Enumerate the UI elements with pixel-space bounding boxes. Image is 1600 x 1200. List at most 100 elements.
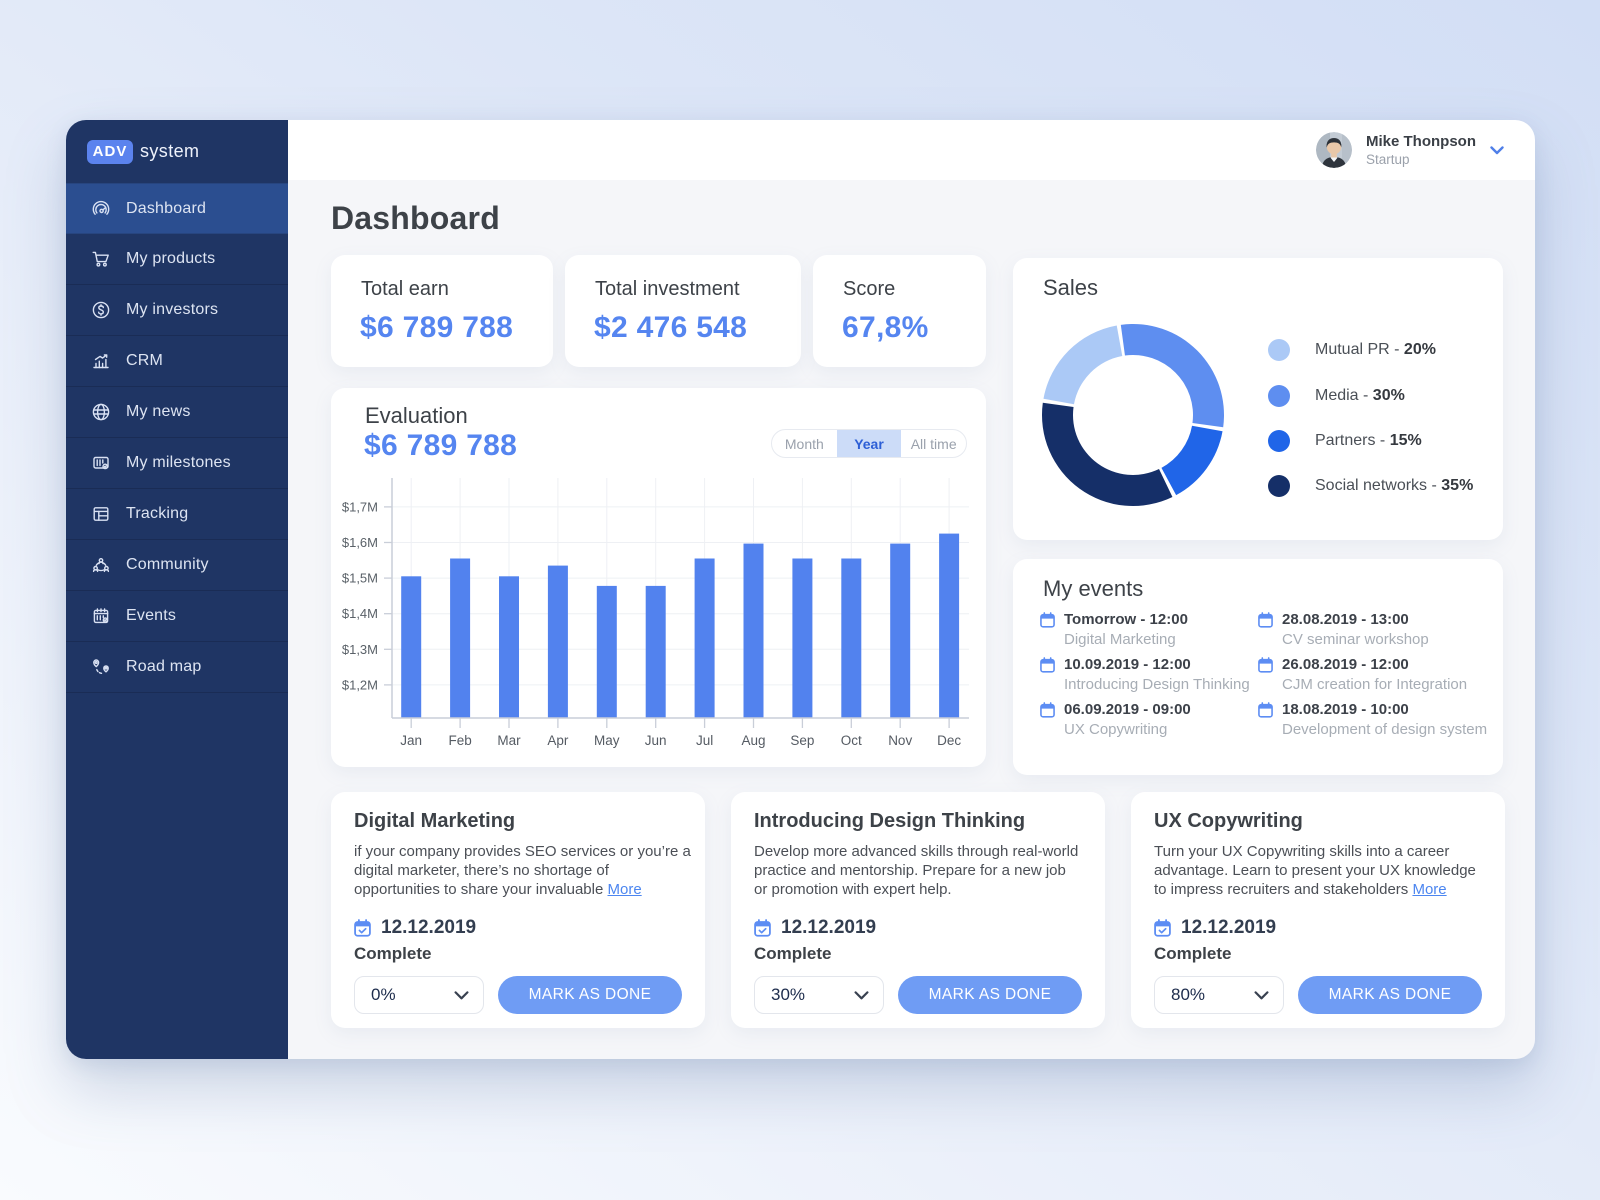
calendar-icon (1258, 702, 1273, 718)
task-card-introducing-design-thinking: Introducing Design Thinking Develop more… (731, 792, 1105, 1028)
legend-dot-icon (1268, 475, 1290, 497)
topbar: Mike Thonpson Startup (288, 120, 1535, 180)
progress-select[interactable]: 30% (754, 976, 884, 1014)
task-description: Turn your UX Copywriting skills into a c… (1154, 843, 1476, 898)
page-title: Dashboard (331, 200, 500, 236)
content: Dashboard Total earn $6 789 788 Total in… (288, 180, 1535, 1059)
user-role: Startup (1366, 152, 1410, 167)
svg-text:Dec: Dec (937, 733, 961, 748)
sidebar-item-crm[interactable]: CRM (66, 336, 288, 387)
user-meta: Mike Thonpson Startup (1366, 132, 1476, 168)
mark-as-done-button[interactable]: MARK AS DONE (498, 976, 682, 1014)
event-datetime: 06.09.2019 - 09:00 (1064, 701, 1191, 718)
legend-label: Mutual PR - 20% (1315, 341, 1436, 358)
svg-text:$1,2M: $1,2M (342, 677, 378, 692)
chevron-down-icon (454, 990, 469, 1000)
event-datetime: 28.08.2019 - 13:00 (1282, 611, 1409, 628)
task-description: if your company provides SEO services or… (354, 843, 691, 898)
event-title: Development of design system (1282, 721, 1488, 738)
event-head: 26.08.2019 - 12:00 (1258, 656, 1473, 674)
task-complete-label: Complete (354, 944, 432, 963)
task-card-ux-copywriting: UX Copywriting Turn your UX Copywriting … (1131, 792, 1505, 1028)
sales-donut-chart (1013, 258, 1503, 540)
avatar (1316, 132, 1352, 168)
brand-name: system (140, 141, 200, 161)
chevron-down-icon[interactable] (1490, 145, 1504, 155)
event-item: 18.08.2019 - 10:00 Development of design… (1258, 701, 1488, 738)
calendar-icon (1258, 657, 1273, 673)
svg-text:Apr: Apr (547, 733, 569, 748)
task-title: Introducing Design Thinking (754, 810, 1026, 832)
task-date-text: 12.12.2019 (781, 917, 877, 938)
mark-as-done-button[interactable]: MARK AS DONE (1298, 976, 1482, 1014)
sidebar-item-my-investors[interactable]: My investors (66, 285, 288, 336)
event-datetime: 26.08.2019 - 12:00 (1282, 656, 1409, 673)
calendar-check-icon (354, 919, 371, 937)
legend-item-mutual-pr: Mutual PR - 20% (1268, 339, 1436, 361)
task-complete-label: Complete (754, 944, 832, 963)
legend-item-media: Media - 30% (1268, 385, 1405, 407)
user-menu[interactable]: Mike Thonpson Startup (1316, 120, 1504, 180)
task-date: 12.12.2019 (754, 917, 876, 939)
sidebar-item-tracking[interactable]: Tracking (66, 489, 288, 540)
app-window: ADV system Dashboard My products My inve… (66, 120, 1535, 1059)
task-date: 12.12.2019 (354, 917, 476, 939)
more-link[interactable]: More (1412, 881, 1447, 898)
sidebar-item-label: Tracking (126, 505, 189, 522)
event-item: Tomorrow - 12:00 Digital Marketing (1040, 611, 1255, 648)
more-link[interactable]: More (607, 881, 642, 898)
event-head: 06.09.2019 - 09:00 (1040, 701, 1255, 719)
sidebar-item-my-milestones[interactable]: My milestones (66, 438, 288, 489)
sidebar-item-community[interactable]: Community (66, 540, 288, 591)
legend-item-social-networks: Social networks - 35% (1268, 475, 1473, 497)
sidebar-item-road-map[interactable]: Road map (66, 642, 288, 693)
sidebar-item-dashboard[interactable]: Dashboard (66, 183, 288, 234)
stat-value: 67,8% (842, 311, 929, 344)
globe-icon (91, 402, 111, 422)
progress-select[interactable]: 0% (354, 976, 484, 1014)
sidebar-item-label: My investors (126, 301, 219, 318)
events-title: My events (1043, 576, 1144, 601)
sidebar-item-label: My news (126, 403, 191, 420)
stat-label: Total earn (361, 278, 449, 300)
svg-text:Nov: Nov (888, 733, 912, 748)
sidebar-item-events[interactable]: Events (66, 591, 288, 642)
event-head: Tomorrow - 12:00 (1040, 611, 1255, 629)
stat-label: Score (843, 278, 896, 300)
range-option-all-time[interactable]: All time (910, 435, 957, 452)
legend-dot-icon (1268, 430, 1290, 452)
event-title: UX Copywriting (1064, 721, 1168, 738)
progress-select[interactable]: 80% (1154, 976, 1284, 1014)
sidebar-item-label: Road map (126, 658, 202, 675)
legend-dot-icon (1268, 339, 1290, 361)
sidebar-item-label: Events (126, 607, 177, 624)
stat-card-total-investment: Total investment $2 476 548 (565, 255, 801, 367)
legend-dot-icon (1268, 385, 1290, 407)
event-datetime: 18.08.2019 - 10:00 (1282, 701, 1409, 718)
task-complete-label: Complete (1154, 944, 1232, 963)
layout-table-icon (91, 504, 111, 524)
range-option-month[interactable]: Month (784, 435, 824, 452)
task-title: Digital Marketing (354, 810, 516, 832)
sidebar-item-label: My milestones (126, 454, 231, 471)
stat-value: $2 476 548 (594, 311, 748, 344)
mark-as-done-button[interactable]: MARK AS DONE (898, 976, 1082, 1014)
sidebar-item-label: Community (126, 556, 209, 573)
calendar-icon (1040, 702, 1055, 718)
brand-badge: ADV (87, 139, 133, 164)
event-item: 26.08.2019 - 12:00 CJM creation for Inte… (1258, 656, 1473, 693)
task-card-digital-marketing: Digital Marketing if your company provid… (331, 792, 705, 1028)
event-item: 10.09.2019 - 12:00 Introducing Design Th… (1040, 656, 1255, 693)
event-title: CV seminar workshop (1282, 631, 1429, 648)
task-date-text: 12.12.2019 (381, 917, 477, 938)
legend-label: Partners - 15% (1315, 432, 1422, 449)
evaluation-card: $1,7M $1,6M $1,5M $1,4M $1,3M $1,2M Jan Feb Mar A… (331, 388, 986, 767)
range-option-year[interactable]: Year (836, 430, 902, 457)
event-title: Digital Marketing (1064, 631, 1176, 648)
sidebar-item-my-news[interactable]: My news (66, 387, 288, 438)
svg-text:$1,5M: $1,5M (342, 571, 378, 586)
event-head: 18.08.2019 - 10:00 (1258, 701, 1473, 719)
task-date: 12.12.2019 (1154, 917, 1276, 939)
sidebar-item-my-products[interactable]: My products (66, 234, 288, 285)
svg-text:$1,7M: $1,7M (342, 499, 378, 514)
